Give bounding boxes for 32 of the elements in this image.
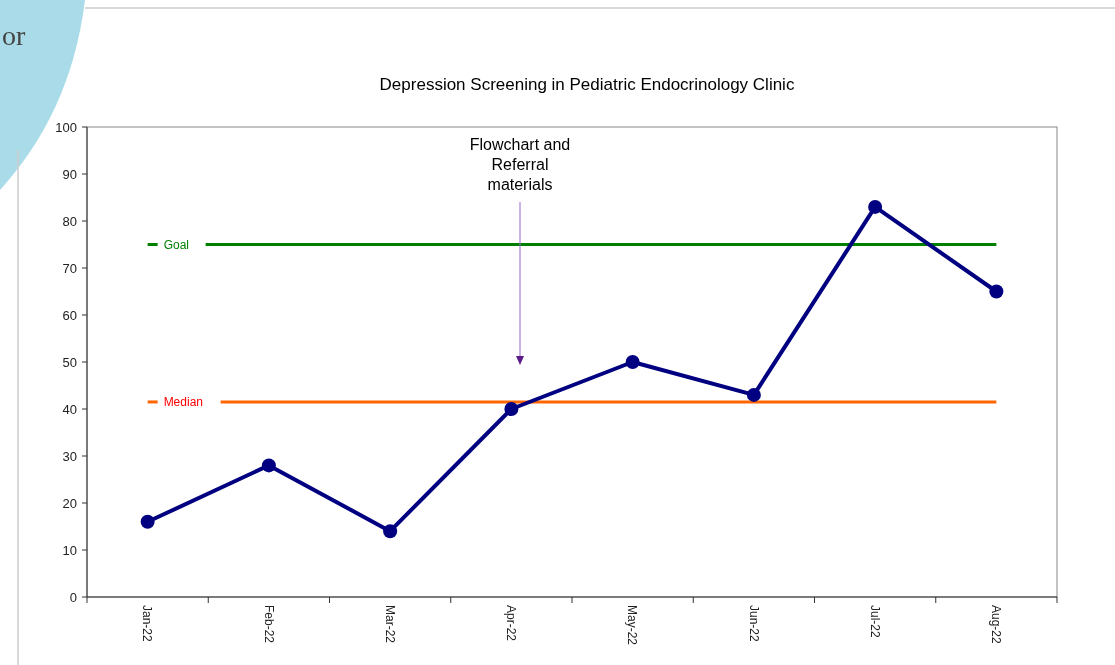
x-tick-label: Mar-22	[382, 605, 397, 644]
point	[504, 402, 519, 416]
chart-title: Depression Screening in Pediatric Endocrinology Clinic	[379, 75, 795, 94]
annotation: Flowchart and Referral materials	[469, 136, 571, 193]
x-tick-label: Aug-22	[989, 605, 1004, 645]
x-tick-label: Feb-22	[261, 605, 276, 644]
y-tick-label: 0	[69, 589, 77, 605]
point	[383, 524, 398, 539]
x-tick-label: Apr-22	[504, 605, 519, 642]
y-tick-label: 20	[62, 495, 77, 511]
ref-line-label: Goal	[163, 237, 189, 252]
point	[261, 458, 276, 473]
x-tick-label: Jul-22	[867, 605, 882, 639]
point	[868, 199, 883, 214]
y-tick-label: 30	[62, 448, 77, 464]
x-tick-label: May-22	[625, 605, 640, 646]
text: or	[2, 20, 26, 51]
y-tick-label: 80	[62, 213, 77, 229]
x-tick-label: Jun-22	[746, 605, 761, 643]
y-tick-label: 100	[55, 119, 77, 135]
point	[989, 284, 1004, 299]
y-tick-label: 10	[62, 542, 77, 558]
y-tick-label: 60	[62, 307, 77, 323]
point	[625, 355, 640, 369]
point	[746, 387, 761, 402]
x-tick-label: Jan-22	[140, 605, 155, 643]
y-tick-label: 90	[62, 166, 77, 182]
y-tick-label: 40	[62, 401, 77, 417]
y-tick-label: 70	[62, 260, 77, 276]
point	[140, 514, 155, 529]
ref-line-label: Median	[163, 395, 203, 410]
y-tick-label: 50	[62, 354, 77, 370]
